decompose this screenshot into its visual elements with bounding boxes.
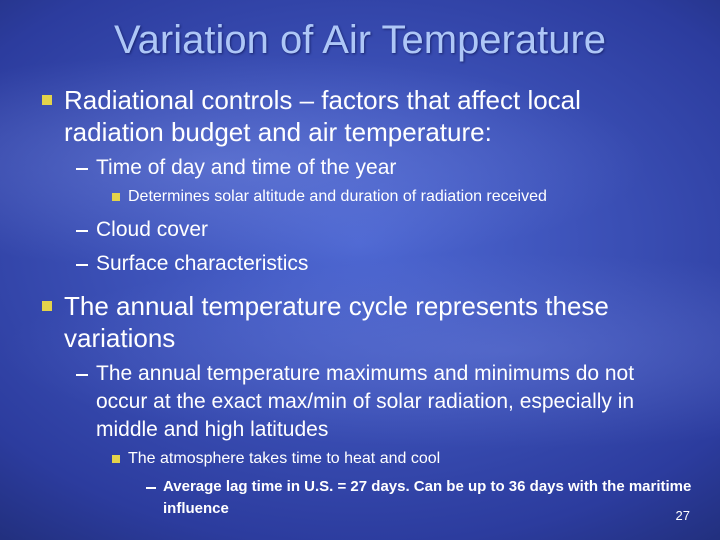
bullet-text: Determines solar altitude and duration o… xyxy=(128,188,547,205)
bullet-text: Surface characteristics xyxy=(96,252,309,275)
bullet-item: Average lag time in U.S. = 27 days. Can … xyxy=(0,476,700,520)
slide-title: Variation of Air Temperature xyxy=(113,18,607,62)
bullet-text: The annual temperature cycle represents … xyxy=(64,291,609,353)
bullet-marker xyxy=(76,264,88,266)
bullet-item: Radiational controls – factors that affe… xyxy=(0,84,660,148)
bullet-item: Cloud cover xyxy=(0,216,680,244)
bullet-marker xyxy=(112,193,120,201)
bullet-text: Average lag time in U.S. = 27 days. Can … xyxy=(163,478,692,517)
bullet-item: Determines solar altitude and duration o… xyxy=(0,184,688,210)
bullet-marker xyxy=(76,168,88,170)
bullet-text: Cloud cover xyxy=(96,218,209,241)
bullet-item: The atmosphere takes time to heat and co… xyxy=(0,446,688,472)
bullet-list: Radiational controls – factors that affe… xyxy=(0,84,720,520)
bullet-text: The atmosphere takes time to heat and co… xyxy=(128,450,441,467)
bullet-item: The annual temperature cycle represents … xyxy=(0,290,660,354)
bullet-marker xyxy=(76,374,88,376)
slide-number: 27 xyxy=(675,508,690,523)
bullet-item: Time of day and time of the year xyxy=(0,154,680,182)
bullet-marker xyxy=(76,230,88,232)
bullet-item: The annual temperature maximums and mini… xyxy=(0,360,680,444)
bullet-marker xyxy=(42,95,52,105)
bullet-marker xyxy=(42,301,52,311)
bullet-marker xyxy=(112,455,120,463)
bullet-text: Time of day and time of the year xyxy=(96,156,397,179)
bullet-text: The annual temperature maximums and mini… xyxy=(96,362,635,441)
bullet-item: Surface characteristics xyxy=(0,250,680,278)
bullet-marker xyxy=(146,487,156,489)
bullet-text: Radiational controls – factors that affe… xyxy=(64,85,581,147)
